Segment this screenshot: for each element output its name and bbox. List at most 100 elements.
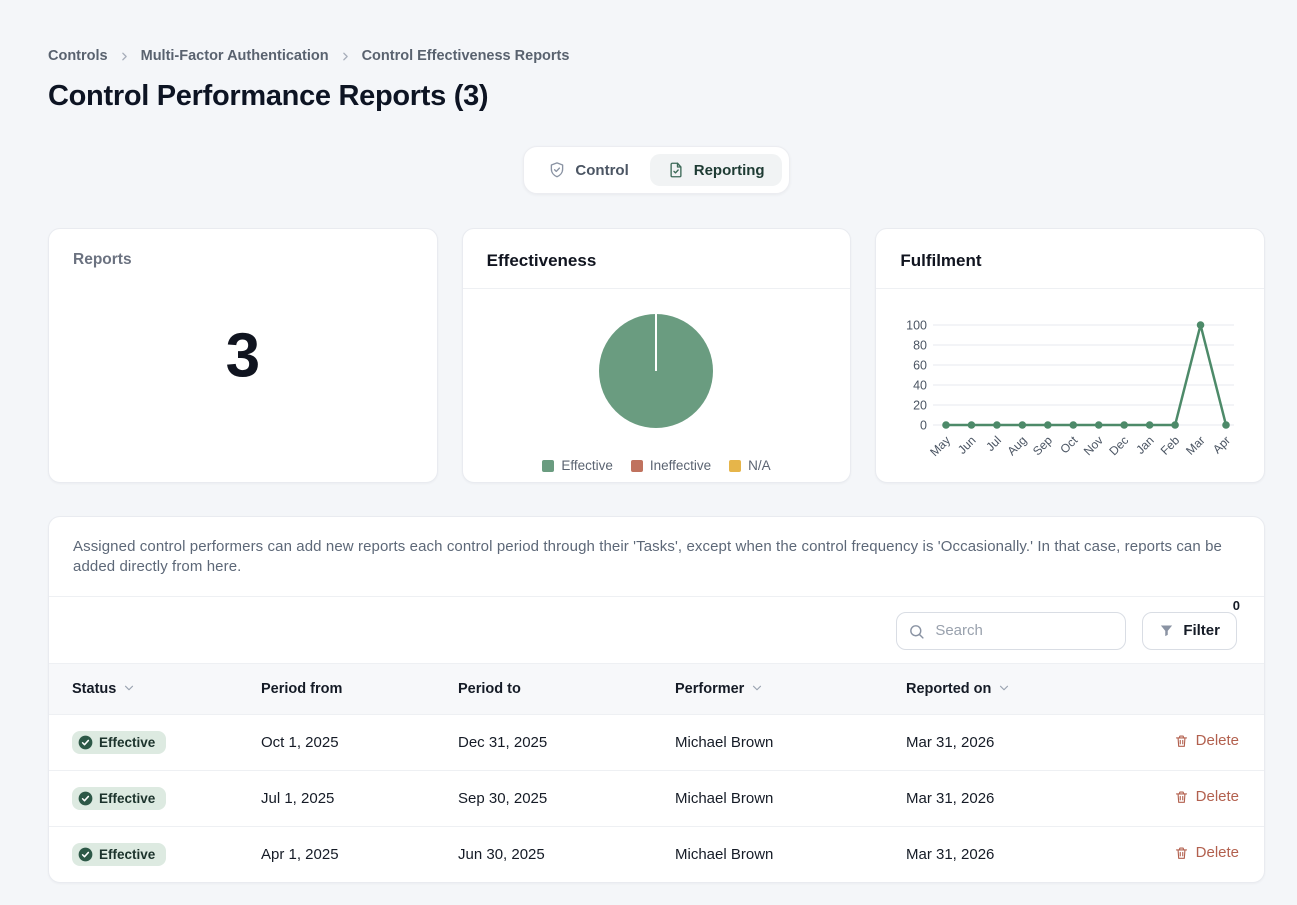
period-from-cell: Apr 1, 2025 <box>261 846 339 864</box>
chevron-down-icon <box>744 681 764 697</box>
check-circle-icon <box>78 735 93 750</box>
breadcrumb-item[interactable]: Multi-Factor Authentication <box>140 48 329 64</box>
pie-legend: Effective Ineffective N/A <box>542 458 771 473</box>
svg-text:Oct: Oct <box>1057 433 1081 457</box>
legend-swatch <box>729 459 742 472</box>
status-badge: Effective <box>72 786 167 810</box>
column-header-actions <box>1102 662 1264 715</box>
performer-cell: Michael Brown <box>675 714 906 771</box>
reports-card: Reports 3 <box>48 228 438 483</box>
column-header-status[interactable]: Status <box>49 662 261 715</box>
period-to-cell: Jun 30, 2025 <box>458 846 545 864</box>
status-label: Effective <box>99 734 156 750</box>
effectiveness-pie-chart <box>587 302 725 445</box>
file-check-icon <box>667 161 685 179</box>
svg-text:60: 60 <box>913 359 927 373</box>
tab-label: Reporting <box>693 161 765 179</box>
fulfilment-card: Fulfilment 0 20 40 60 80 100 May Jun Jul Aug Sep Oc… <box>875 228 1265 483</box>
status-badge: Effective <box>72 730 167 754</box>
info-banner: Assigned control performers can add new … <box>49 517 1264 597</box>
svg-text:Sep: Sep <box>1030 433 1055 458</box>
status-cell: Effective <box>49 826 261 882</box>
reported-on-cell: Mar 31, 2026 <box>906 714 1102 771</box>
performer-cell: Michael Brown <box>675 770 906 827</box>
delete-button[interactable]: Delete <box>1174 732 1239 749</box>
trash-icon <box>1174 733 1189 749</box>
reports-table: Status Period from Period to Performer Repor… <box>49 662 1264 882</box>
filter-count-badge: 0 <box>1232 597 1240 613</box>
trash-icon <box>1174 845 1189 861</box>
column-label: Period to <box>458 680 521 697</box>
trash-icon <box>1174 789 1189 805</box>
shield-check-icon <box>548 161 566 179</box>
column-header-period-from: Period from <box>261 662 458 715</box>
delete-label: Delete <box>1195 788 1239 806</box>
actions-cell: Delete <box>1102 714 1264 771</box>
svg-text:0: 0 <box>920 419 927 433</box>
fulfilment-card-title: Fulfilment <box>876 229 1264 289</box>
column-label: Performer <box>675 680 745 697</box>
column-header-performer[interactable]: Performer <box>675 662 906 715</box>
filter-button[interactable]: Filter <box>1142 611 1237 650</box>
svg-text:80: 80 <box>913 339 927 353</box>
legend-swatch <box>630 459 643 472</box>
tab-label: Control <box>575 161 629 179</box>
column-label: Reported on <box>906 680 992 697</box>
delete-label: Delete <box>1195 844 1239 862</box>
chevron-down-icon <box>116 681 136 697</box>
table-row: Effective Apr 1, 2025 Jun 30, 2025 Michael … <box>49 826 1264 882</box>
filter-icon <box>1159 623 1174 638</box>
status-cell: Effective <box>49 770 261 827</box>
breadcrumb-item[interactable]: Control Effectiveness Reports <box>361 48 570 64</box>
column-header-reported-on[interactable]: Reported on <box>906 662 1102 715</box>
table-toolbar: 0 Filter <box>49 597 1264 663</box>
effectiveness-card-title: Effectiveness <box>462 229 851 289</box>
reports-card-title: Reports <box>73 251 132 268</box>
chevron-right-icon <box>118 50 131 63</box>
svg-text:Feb: Feb <box>1158 433 1183 458</box>
filter-label: Filter <box>1183 622 1220 640</box>
legend-item-ineffective: Ineffective <box>630 458 711 473</box>
table-row: Effective Oct 1, 2025 Dec 31, 2025 Michael … <box>49 714 1264 771</box>
legend-swatch <box>542 459 555 472</box>
filter-wrap: 0 Filter <box>1142 598 1240 650</box>
svg-text:100: 100 <box>906 319 927 333</box>
delete-button[interactable]: Delete <box>1174 788 1239 805</box>
delete-button[interactable]: Delete <box>1174 844 1239 861</box>
chevron-right-icon <box>339 50 352 63</box>
reports-table-card: Assigned control performers can add new … <box>48 516 1265 884</box>
status-label: Effective <box>99 790 156 806</box>
period-to-cell: Dec 31, 2025 <box>458 714 675 771</box>
breadcrumb-item[interactable]: Controls <box>48 48 108 64</box>
svg-text:Jul: Jul <box>983 433 1004 454</box>
svg-text:Aug: Aug <box>1005 433 1030 458</box>
svg-text:40: 40 <box>913 379 927 393</box>
legend-label: Effective <box>561 458 613 473</box>
chevron-down-icon <box>991 681 1011 697</box>
svg-text:Dec: Dec <box>1106 433 1131 458</box>
table-row: Effective Jul 1, 2025 Sep 30, 2025 Michael … <box>49 770 1264 827</box>
tab-reporting[interactable]: Reporting <box>649 154 782 186</box>
page: Controls Multi-Factor Authentication Contr… <box>48 48 1265 884</box>
status-cell: Effective <box>49 714 261 771</box>
performer-cell: Michael Brown <box>675 846 774 864</box>
legend-item-n-a: N/A <box>729 458 771 473</box>
status-badge: Effective <box>72 843 167 867</box>
svg-text:Jun: Jun <box>955 433 979 457</box>
search-input[interactable] <box>896 611 1127 650</box>
effectiveness-card: Effectiveness Effective Ineffective N/A <box>461 228 852 483</box>
svg-text:Nov: Nov <box>1081 433 1106 458</box>
stat-cards: Reports 3 Effectiveness Effective Ineffec… <box>48 228 1265 483</box>
tab-control[interactable]: Control <box>531 154 645 186</box>
svg-text:20: 20 <box>913 399 927 413</box>
column-label: Status <box>72 680 117 697</box>
check-circle-icon <box>78 791 93 806</box>
legend-item-effective: Effective <box>542 458 613 473</box>
check-circle-icon <box>78 847 93 862</box>
page-title: Control Performance Reports (3) <box>48 80 489 112</box>
actions-cell: Delete <box>1102 826 1264 882</box>
column-label: Period from <box>261 680 343 697</box>
legend-label: N/A <box>748 458 771 473</box>
svg-text:Mar: Mar <box>1183 433 1208 458</box>
actions-cell: Delete <box>1102 770 1264 827</box>
